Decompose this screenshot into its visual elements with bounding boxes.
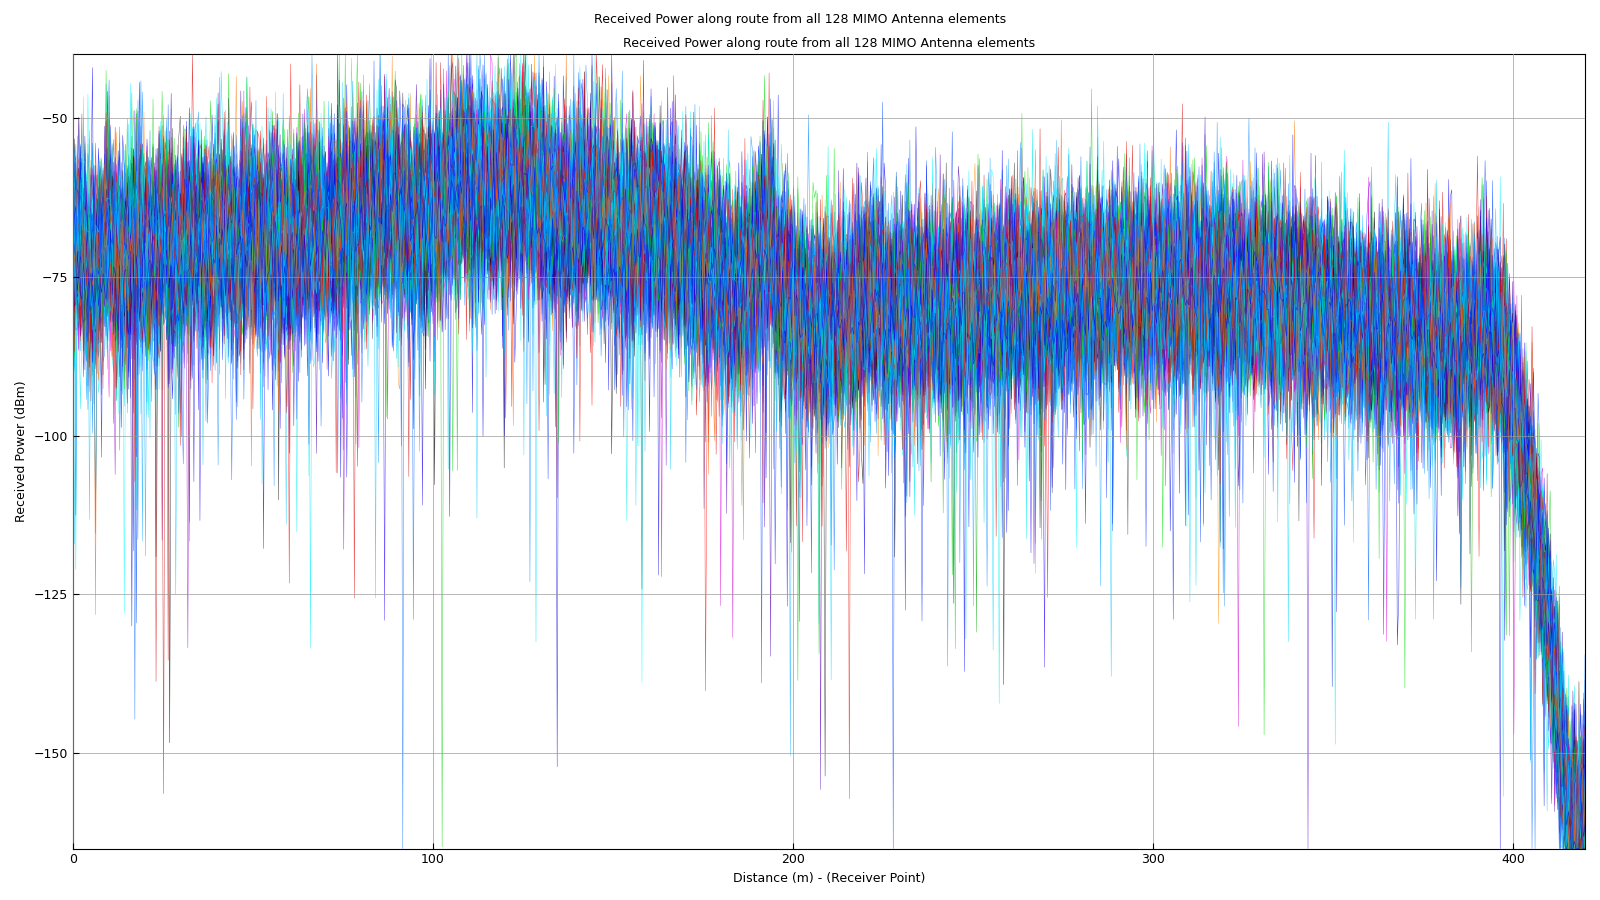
Title: Received Power along route from all 128 MIMO Antenna elements: Received Power along route from all 128 … — [622, 38, 1035, 50]
Y-axis label: Received Power (dBm): Received Power (dBm) — [14, 381, 29, 522]
X-axis label: Distance (m) - (Receiver Point): Distance (m) - (Receiver Point) — [733, 872, 925, 885]
Text: Received Power along route from all 128 MIMO Antenna elements: Received Power along route from all 128 … — [594, 14, 1006, 26]
